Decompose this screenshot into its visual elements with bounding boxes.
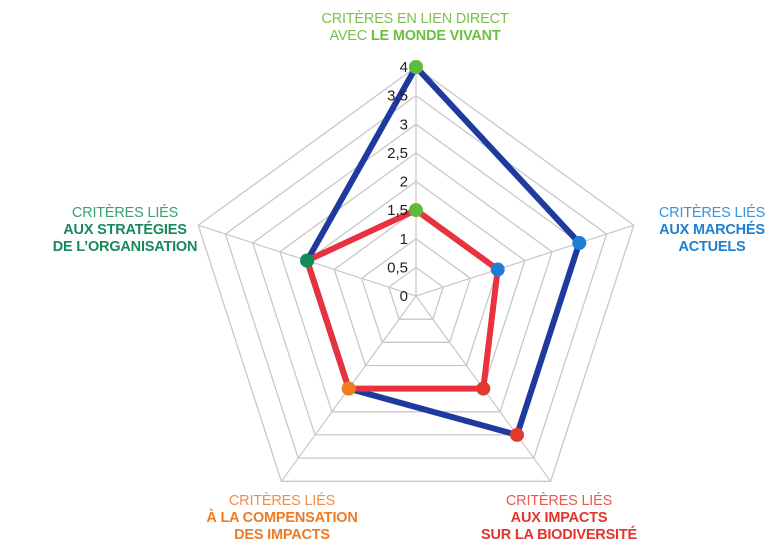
grid-ring: [251, 123, 581, 436]
axis-label-bold: AUX IMPACTS: [510, 510, 608, 526]
series-line-0: [304, 64, 583, 438]
grid-ring: [388, 266, 444, 320]
tick-label: 0: [400, 288, 408, 305]
tick-label: 2: [400, 174, 408, 191]
tick-label: 3,5: [387, 88, 408, 105]
tick-label: 4: [400, 59, 408, 76]
tick-label: 2,5: [387, 145, 408, 162]
tick-label: 1: [400, 231, 408, 248]
series-1-point-compensation-impacts: [341, 381, 356, 396]
axis-label-bold: LE MONDE VIVANT: [370, 28, 501, 44]
axis-label-bold: SUR LA BIODIVERSITÉ: [481, 527, 637, 543]
axis-label-bold: À LA COMPENSATION: [206, 510, 358, 526]
tick-label: 0,5: [387, 259, 408, 276]
grid-ring: [279, 152, 553, 413]
series-1-point-marches-actuels: [490, 262, 505, 277]
series-1-point-impacts-biodiversite: [476, 381, 491, 396]
axis-label-impacts-biodiversite: CRITÈRES LIÉS AUX IMPACTS SUR LA BIODIVE…: [481, 493, 637, 544]
grid-spoke: [415, 224, 634, 297]
series-0-point-impacts-biodiversite: [510, 427, 524, 442]
axis-label-monde-vivant: CRITÈRES EN LIEN DIRECT AVEC LE MONDE VI…: [321, 11, 508, 45]
series-1-point-monde-vivant: [409, 203, 423, 218]
axis-label-thin: CRITÈRES LIÉS: [505, 493, 613, 509]
tick-label: 3: [400, 116, 408, 133]
radar-tick-labels: 0 0,5 1 1,5 2 2,5 3 3,5 4: [387, 59, 408, 305]
series-0-point-monde-vivant: [409, 60, 423, 74]
axis-label-marches-actuels: CRITÈRES LIÉS AUX MARCHÉS ACTUELS: [659, 205, 765, 256]
axis-label-thin: CRITÈRES EN LIEN DIRECT: [321, 11, 509, 27]
axis-label-thin: CRITÈRES LIÉS: [658, 205, 766, 221]
axis-label-bold: DE L’ORGANISATION: [52, 239, 198, 255]
axis-label-thin: CRITÈRES LIÉS: [71, 205, 179, 221]
axis-label-compensation-impacts: CRITÈRES LIÉS À LA COMPENSATION DES IMPA…: [206, 493, 357, 544]
grid-ring: [360, 237, 472, 343]
grid-ring: [224, 94, 608, 459]
axis-label-prefix: AVEC: [329, 28, 371, 44]
grid-ring: [197, 66, 635, 482]
axis-label-bold: ACTUELS: [678, 239, 746, 255]
radar-series: [300, 60, 587, 442]
series-0-point-marches-actuels: [572, 235, 587, 250]
series-line-1: [304, 207, 501, 392]
tick-label: 1,5: [387, 202, 408, 219]
axis-label-bold: DES IMPACTS: [234, 527, 330, 543]
axis-label-bold: AUX MARCHÉS: [659, 222, 765, 238]
series-1-point-strategies-organisation: [300, 253, 315, 268]
axis-label-bold: AUX STRATÉGIES: [63, 222, 187, 238]
axis-label-strategies-organisation: CRITÈRES LIÉS AUX STRATÉGIES DE L’ORGANI…: [53, 205, 198, 256]
axis-label-thin: CRITÈRES LIÉS: [228, 493, 336, 509]
